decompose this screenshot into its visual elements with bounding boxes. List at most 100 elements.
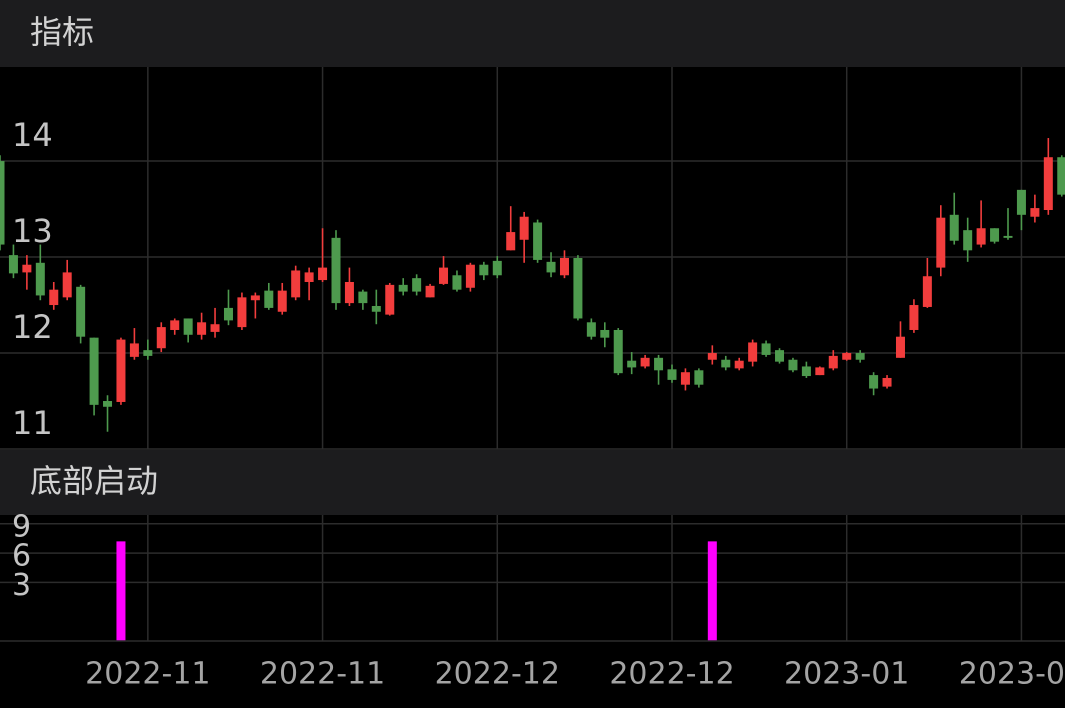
x-tick-label: 2022-12	[609, 657, 734, 692]
candle-body	[0, 161, 5, 245]
candle-body	[613, 329, 623, 374]
candle-body	[439, 267, 449, 284]
candle-body	[210, 324, 220, 332]
candle-body	[909, 305, 919, 330]
candle-body	[277, 290, 287, 312]
candle-body	[559, 258, 569, 276]
y-tick-label: 11	[12, 404, 53, 442]
candle-body	[49, 289, 59, 306]
candle-body	[291, 270, 301, 298]
candle-body	[331, 237, 341, 304]
x-tick-label: 2022-11	[260, 657, 385, 692]
candle-body	[89, 337, 99, 405]
candle-body	[990, 228, 1000, 242]
candle-body	[183, 318, 193, 335]
y-tick-label: 3	[12, 568, 31, 603]
candle-body	[761, 343, 771, 355]
candle-body	[801, 366, 811, 377]
x-tick-label: 2023-01	[784, 657, 909, 692]
panel-title: 指标	[30, 13, 94, 51]
candle-body	[76, 286, 86, 337]
candle-body	[721, 359, 731, 368]
candle-body	[586, 322, 596, 337]
candle-body	[869, 375, 879, 389]
candle-body	[640, 357, 650, 367]
candle-body	[250, 295, 260, 301]
candle-body	[8, 255, 18, 274]
candle-body	[600, 329, 610, 338]
candle-body	[748, 342, 758, 362]
candle-body	[398, 284, 408, 292]
candle-body	[694, 370, 704, 385]
candle-body	[62, 272, 72, 298]
candle-body	[1043, 157, 1053, 211]
candle-body	[667, 369, 677, 380]
candle-body	[22, 264, 32, 273]
candle-body	[533, 222, 543, 260]
candle-body	[129, 343, 139, 357]
candle-body	[156, 327, 166, 349]
candle-body	[197, 322, 207, 335]
candle-body	[479, 264, 489, 276]
candle-body	[1030, 208, 1040, 217]
candle-body	[35, 262, 45, 296]
x-tick-label: 2022-11	[85, 657, 210, 692]
panel-header	[0, 450, 1065, 515]
candle-body	[788, 359, 798, 371]
candle-body	[223, 307, 233, 321]
y-tick-label: 6	[12, 539, 31, 574]
candle-body	[103, 401, 113, 407]
candle-body	[1003, 235, 1013, 238]
candle-body	[963, 230, 973, 251]
candle-body	[371, 305, 381, 312]
candle-body	[654, 357, 664, 371]
candle-body	[492, 260, 502, 276]
signal-bar	[116, 541, 126, 641]
candle-body	[143, 350, 153, 356]
signal-bar	[707, 541, 717, 641]
candle-body	[680, 372, 690, 385]
candle-body	[506, 232, 516, 251]
y-tick-label: 12	[12, 308, 53, 346]
candle-body	[573, 258, 583, 319]
candle-body	[1057, 157, 1065, 195]
candle-body	[775, 350, 785, 362]
y-tick-label: 13	[12, 212, 53, 250]
candle-body	[425, 285, 435, 298]
candle-body	[922, 276, 932, 307]
x-tick-label: 2023-01	[959, 657, 1065, 692]
candle-body	[734, 360, 744, 369]
candle-body	[855, 353, 865, 360]
y-tick-label: 9	[12, 509, 31, 544]
candle-body	[936, 217, 946, 268]
candle-body	[976, 228, 986, 245]
candle-body	[815, 367, 825, 376]
candle-body	[1016, 189, 1026, 215]
panel-header	[0, 0, 1065, 67]
candle-body	[895, 336, 905, 358]
candle-body	[264, 290, 274, 308]
candle-body	[412, 278, 422, 292]
candle-body	[949, 214, 959, 241]
candle-body	[385, 284, 395, 315]
panel-title: 底部启动	[30, 462, 158, 500]
candle-body	[358, 291, 368, 304]
candle-body	[237, 297, 247, 328]
candle-body	[519, 216, 529, 240]
candle-body	[707, 353, 717, 360]
candle-body	[627, 360, 637, 368]
candle-body	[882, 377, 892, 387]
candle-body	[452, 275, 462, 290]
candle-body	[344, 281, 354, 304]
candle-body	[465, 264, 475, 288]
candle-body	[546, 261, 556, 273]
candle-body	[828, 355, 838, 369]
y-tick-label: 14	[12, 116, 53, 154]
candle-body	[318, 267, 328, 281]
candle-body	[304, 272, 314, 282]
candle-body	[170, 320, 180, 330]
candle-body	[842, 353, 852, 360]
